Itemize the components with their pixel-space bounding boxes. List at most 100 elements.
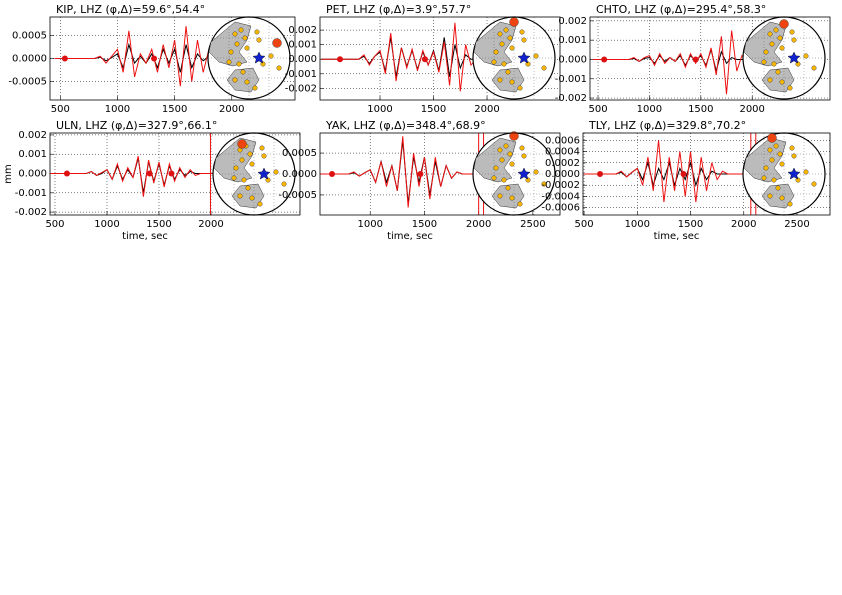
station-dot <box>763 165 769 171</box>
station-dot <box>773 27 779 33</box>
station-dot <box>767 147 773 153</box>
station-dot <box>769 157 775 163</box>
y-tick-label: 0.0000 <box>282 169 317 180</box>
event-star <box>787 167 801 180</box>
x-tick-label: 2000 <box>739 104 764 115</box>
panel-title: CHTO, LHZ (φ,Δ)=295.4°,58.3° <box>596 3 766 16</box>
station-dot <box>281 181 287 187</box>
station-dot <box>795 61 801 67</box>
station-dot <box>509 195 515 201</box>
station-dot <box>525 61 531 67</box>
x-tick-label: 500 <box>45 219 64 230</box>
panel-title: KIP, LHZ (φ,Δ)=59.6°,54.4° <box>56 3 205 16</box>
station-dot <box>501 177 507 183</box>
station-dot <box>779 79 785 85</box>
station-dot <box>497 147 503 153</box>
pick-marker <box>597 171 604 177</box>
y-tick-label: 0.0000 <box>545 169 580 180</box>
x-tick-label: 1500 <box>146 219 171 230</box>
station-highlight <box>509 17 519 27</box>
event-star <box>257 167 271 180</box>
y-tick-label: 0.001 <box>288 40 317 51</box>
x-axis-label: time, sec <box>387 231 433 242</box>
station-dot <box>767 77 773 83</box>
y-axis-label: mm <box>3 164 14 183</box>
land <box>491 183 525 209</box>
station-highlight <box>272 38 282 48</box>
station-dot <box>260 61 266 67</box>
y-tick-label: -0.002 <box>15 207 47 218</box>
station-dot <box>509 79 515 85</box>
station-dot <box>811 65 817 71</box>
y-tick-label: -0.0002 <box>541 180 580 191</box>
x-tick-label: 1000 <box>357 219 382 230</box>
station-dot <box>242 35 248 41</box>
station-dot <box>497 31 503 37</box>
station-dot <box>533 169 539 175</box>
station-dot <box>234 41 240 47</box>
axes-frame <box>319 16 561 101</box>
pick-marker <box>601 56 608 63</box>
station-dot <box>245 185 251 191</box>
station-dot <box>521 37 527 43</box>
land <box>761 183 795 209</box>
x-tick-label: 2000 <box>474 104 499 115</box>
pick-marker <box>61 55 68 62</box>
station-dot <box>517 85 523 91</box>
y-tick-label: -0.0005 <box>278 190 317 201</box>
station-dot <box>525 177 531 183</box>
y-tick-label: 0.0005 <box>282 148 317 159</box>
station-dot <box>761 59 767 65</box>
axes-frame <box>589 16 831 101</box>
y-tick-label: 0.0006 <box>545 135 580 146</box>
y-tick-label: -0.0006 <box>541 203 580 214</box>
event-star <box>517 167 531 180</box>
y-tick-label: -0.0004 <box>541 191 580 202</box>
station-dot <box>773 143 779 149</box>
y-tick-label: 0.0002 <box>545 158 580 169</box>
station-dot <box>244 45 250 51</box>
station-dot <box>763 49 769 55</box>
y-tick-label: 0.000 <box>288 54 317 65</box>
event-star <box>252 51 266 64</box>
x-tick-label: 1000 <box>94 219 119 230</box>
station-dot <box>777 35 783 41</box>
station-dot <box>541 65 547 71</box>
y-tick-label: 0.0000 <box>12 54 47 65</box>
station-dot <box>779 195 785 201</box>
station-dot <box>497 77 503 83</box>
station-dot <box>265 177 271 183</box>
pick-marker <box>151 55 158 62</box>
station-dot <box>232 77 238 83</box>
y-tick-label: -0.002 <box>555 93 587 104</box>
station-dot <box>491 59 497 65</box>
station-dot <box>769 41 775 47</box>
station-dot <box>787 85 793 91</box>
pick-marker <box>63 170 70 177</box>
station-dot <box>239 157 245 163</box>
land <box>743 137 787 183</box>
station-dot <box>240 69 246 75</box>
land <box>473 137 517 183</box>
station-dot <box>509 45 515 51</box>
station-dot <box>789 145 795 151</box>
station-dot <box>241 177 247 183</box>
y-tick-label: -0.001 <box>285 69 317 80</box>
station-dot <box>273 169 279 175</box>
y-tick-label: -0.0005 <box>8 77 47 88</box>
station-dot <box>505 69 511 75</box>
x-tick-label: 500 <box>575 219 594 230</box>
station-dot <box>257 201 263 207</box>
station-dot <box>789 29 795 35</box>
land <box>473 21 517 67</box>
station-dot <box>509 161 515 167</box>
x-tick-label: 1000 <box>637 104 662 115</box>
y-tick-label: -0.001 <box>15 188 47 199</box>
station-dot <box>233 165 239 171</box>
station-dot <box>247 151 253 157</box>
pick-marker <box>692 56 699 63</box>
station-dot <box>493 49 499 55</box>
pick-marker <box>680 171 687 177</box>
station-dot <box>232 31 238 37</box>
station-dot <box>791 153 797 159</box>
